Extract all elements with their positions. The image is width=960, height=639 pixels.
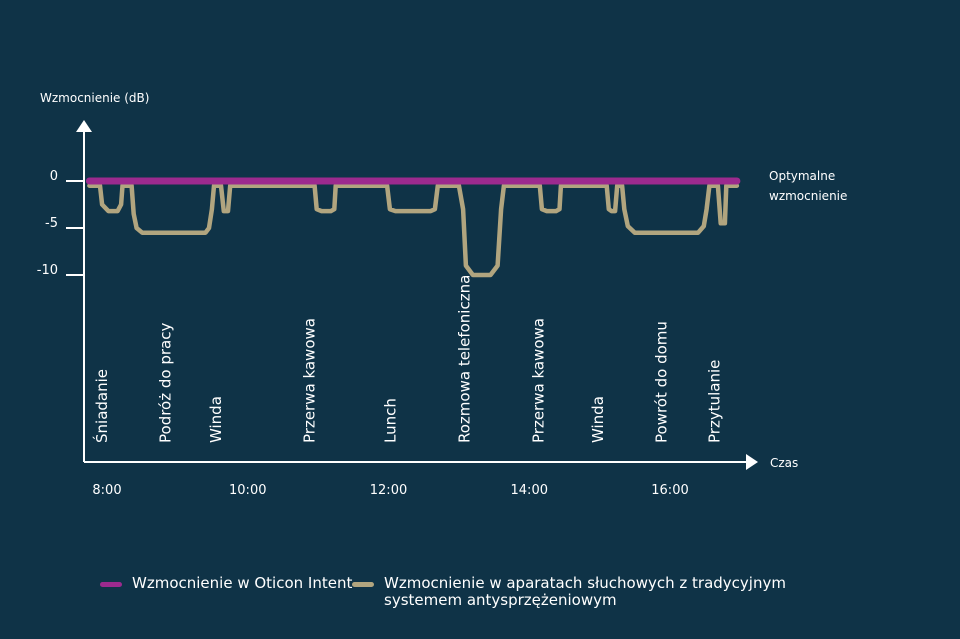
optimal-gain-label-line: Optymalne <box>769 169 835 183</box>
legend-swatch-oticon <box>100 582 122 587</box>
x-tick-label: 16:00 <box>651 483 688 498</box>
activity-label: Lunch <box>382 398 400 443</box>
optimal-gain-label-line: wzmocnienie <box>769 189 847 203</box>
x-axis-arrow <box>746 454 758 470</box>
legend-label-traditional: Wzmocnienie w aparatach słuchowych z tra… <box>384 574 786 609</box>
activity-label: Powrót do domu <box>653 321 671 443</box>
activity-label: Przerwa kawowa <box>301 318 319 443</box>
x-tick-label: 8:00 <box>92 483 121 498</box>
x-tick-label: 12:00 <box>370 483 407 498</box>
legend-label-oticon: Wzmocnienie w Oticon Intent <box>132 574 353 592</box>
activity-label: Śniadanie <box>92 369 111 443</box>
x-axis-label: Czas <box>770 456 798 470</box>
x-tick-label: 10:00 <box>229 483 266 498</box>
y-tick-label: 0 <box>50 169 58 184</box>
activity-label: Winda <box>207 396 225 443</box>
y-tick-label: -5 <box>45 216 58 231</box>
activity-label: Podróż do pracy <box>156 323 174 443</box>
x-tick-label: 14:00 <box>511 483 548 498</box>
series-line-traditional <box>87 183 740 278</box>
activity-label: Winda <box>589 396 607 443</box>
activity-label: Rozmowa telefoniczna <box>455 275 473 443</box>
legend-item-oticon: Wzmocnienie w Oticon Intent <box>100 575 352 592</box>
y-tick-label: -10 <box>37 263 58 278</box>
activity-label: Przerwa kawowa <box>529 318 547 443</box>
y-axis-label: Wzmocnienie (dB) <box>40 91 149 105</box>
y-axis-arrow <box>76 120 92 132</box>
activity-label: Przytulanie <box>705 360 723 443</box>
legend-swatch-traditional <box>352 582 374 587</box>
legend-item-traditional: Wzmocnienie w aparatach słuchowych z tra… <box>352 575 792 609</box>
optimal-gain-label: Optymalne wzmocnienie <box>769 169 847 203</box>
